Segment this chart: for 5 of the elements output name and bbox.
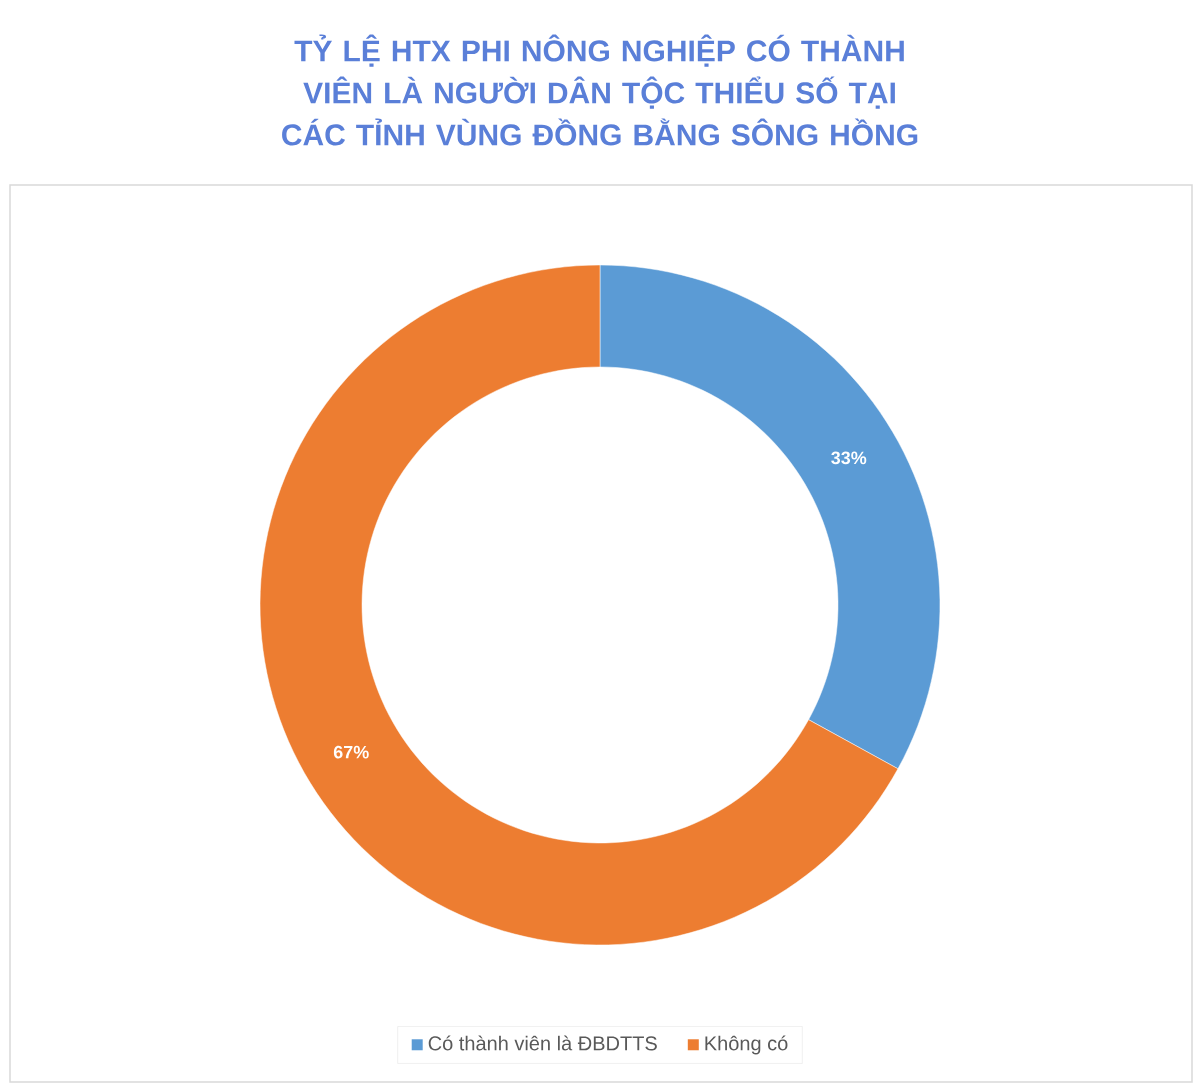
legend-label: Có thành viên là ĐBDTTS bbox=[428, 1035, 657, 1051]
data-label: 33% bbox=[831, 451, 867, 465]
chart-title: TỶ LỆ HTX PHI NÔNG NGHIỆP CÓ THÀNH VIÊN LÀ NGƯỜI DÂN TỘC THIỂU SỐ TẠI CÁC TỈNH VÙNG ĐỒNG BẰNG SÔNG HỒNG bbox=[282, 34, 918, 146]
legend-label: Không có bbox=[705, 1035, 788, 1055]
data-label: 67% bbox=[333, 745, 369, 759]
